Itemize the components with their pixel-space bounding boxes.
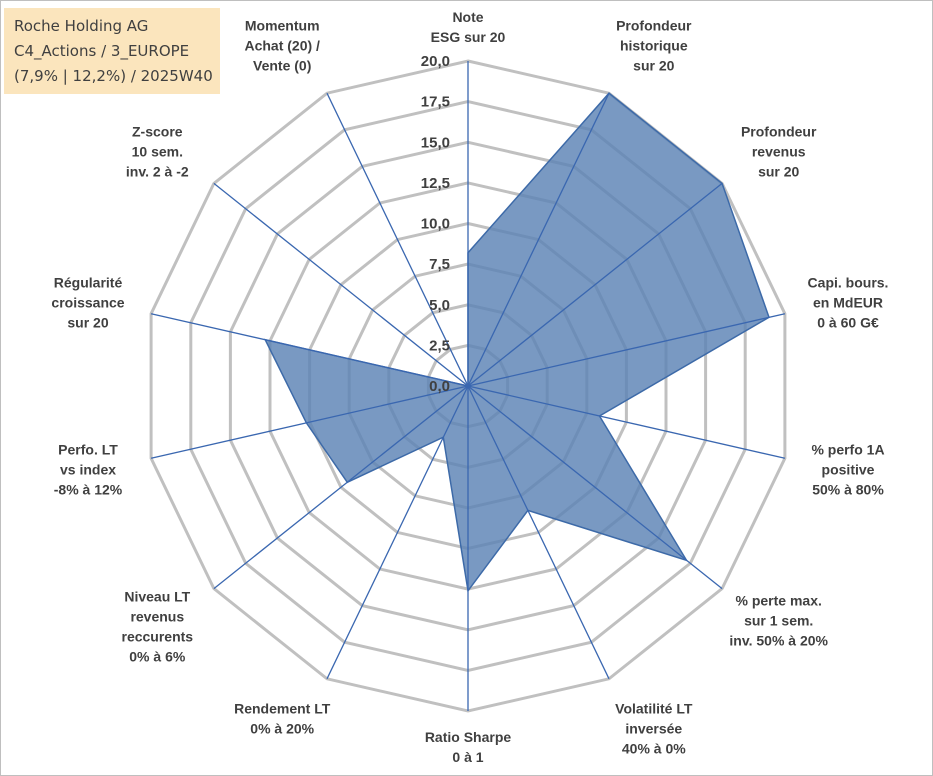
tick-label: 20,0 — [421, 53, 450, 70]
category-label-line: reccurents — [122, 628, 194, 644]
category-label-line: 10 sem. — [132, 143, 183, 159]
tick-label: 17,5 — [421, 94, 450, 111]
category-label-12: Régularité croissance sur 20 — [51, 274, 124, 330]
axis-spoke-9 — [326, 385, 469, 680]
radar-spokes — [150, 61, 786, 711]
category-label-line: ESG sur 20 — [431, 29, 506, 45]
axis-spoke-3 — [467, 182, 723, 387]
category-label-line: Niveau LT — [124, 588, 190, 604]
axis-spoke-13 — [213, 182, 469, 387]
category-label-line: croissance — [51, 294, 124, 310]
category-label-line: 40% à 0% — [622, 740, 686, 756]
category-label-line: revenus — [130, 608, 184, 624]
category-label-9: Rendement LT 0% à 20% — [234, 700, 331, 736]
category-label-line: Profondeur — [616, 18, 692, 34]
category-label-line: revenus — [752, 143, 806, 159]
radar-category-labels: Note ESG sur 20 Profondeur historique sur 20… — [51, 9, 888, 765]
category-label-line: positive — [822, 462, 875, 478]
category-label-line: Z-score — [132, 123, 183, 139]
category-label-line: inv. 50% à 20% — [729, 633, 828, 649]
category-label-line: Vente (0) — [253, 58, 311, 74]
tick-label: 0,0 — [429, 378, 450, 395]
category-label-line: 0% à 6% — [129, 648, 186, 664]
axis-spoke-10 — [213, 385, 469, 590]
title-period: (7,9% | 12,2%) / 2025W40 — [14, 67, 213, 85]
category-label-line: -8% à 12% — [54, 482, 123, 498]
category-label-line: Ratio Sharpe — [425, 729, 512, 745]
category-label-line: Momentum — [245, 18, 320, 34]
category-label-line: sur 20 — [758, 163, 799, 179]
category-label-line: 0% à 20% — [250, 720, 314, 736]
category-label-4: Capi. bours. en MdEUR 0 à 60 G€ — [808, 274, 889, 330]
category-label-line: inversée — [625, 720, 682, 736]
tick-label: 15,0 — [421, 134, 450, 151]
category-label-14: Momentum Achat (20) / Vente (0) — [244, 18, 320, 74]
category-label-line: Capi. bours. — [808, 274, 889, 290]
category-label-line: Volatilité LT — [615, 700, 693, 716]
axis-spoke-2 — [467, 92, 610, 387]
axis-spoke-4 — [467, 313, 786, 387]
category-label-13: Z-score 10 sem. inv. 2 à -2 — [126, 123, 189, 179]
category-label-line: 0 à 60 G€ — [817, 314, 879, 330]
tick-label: 7,5 — [429, 256, 450, 273]
radar-tick-labels: 0,0 2,5 5,0 7,5 10,0 12,5 15,0 17,5 20,0 — [421, 53, 450, 395]
tick-label: 12,5 — [421, 175, 450, 192]
radar-series — [263, 92, 770, 593]
tick-label: 5,0 — [429, 297, 450, 314]
category-label-line: sur 1 sem. — [744, 613, 813, 629]
category-label-10: Niveau LT revenus reccurents 0% à 6% — [122, 588, 194, 664]
category-label-line: sur 20 — [67, 314, 108, 330]
category-label-line: Perfo. LT — [58, 442, 118, 458]
axis-spoke-12 — [150, 313, 469, 387]
axis-spoke-11 — [150, 385, 469, 459]
category-label-line: 50% à 80% — [812, 482, 884, 498]
tick-label: 2,5 — [429, 337, 450, 354]
category-label-line: % perte max. — [736, 593, 822, 609]
category-label-line: historique — [620, 38, 688, 54]
category-label-6: % perte max. sur 1 sem. inv. 50% à 20% — [729, 593, 828, 649]
category-label-line: vs index — [60, 462, 116, 478]
tick-label: 10,0 — [421, 216, 450, 233]
series-polygon-1 — [263, 92, 770, 593]
axis-spoke-7 — [467, 385, 610, 680]
category-label-line: Rendement LT — [234, 700, 331, 716]
category-label-line: inv. 2 à -2 — [126, 163, 189, 179]
axis-spoke-6 — [467, 385, 723, 590]
chart-title-box: Roche Holding AG C4_Actions / 3_EUROPE (… — [4, 8, 220, 94]
title-category: C4_Actions / 3_EUROPE — [14, 42, 190, 60]
category-label-3: Profondeur revenus sur 20 — [741, 123, 817, 179]
category-label-7: Volatilité LT inversée 40% à 0% — [615, 700, 693, 756]
category-label-1: Note ESG sur 20 — [431, 9, 506, 45]
category-label-5: % perfo 1A positive 50% à 80% — [811, 442, 884, 498]
category-label-2: Profondeur historique sur 20 — [616, 18, 692, 74]
category-label-11: Perfo. LT vs index -8% à 12% — [54, 442, 123, 498]
category-label-line: Régularité — [54, 274, 123, 290]
category-label-line: % perfo 1A — [811, 442, 884, 458]
category-label-line: Note — [452, 9, 483, 25]
category-label-line: 0 à 1 — [452, 749, 483, 765]
category-label-line: sur 20 — [633, 58, 674, 74]
category-label-line: en MdEUR — [813, 294, 883, 310]
category-label-line: Achat (20) / — [244, 38, 320, 54]
title-company: Roche Holding AG — [14, 17, 149, 35]
category-label-8: Ratio Sharpe 0 à 1 — [425, 729, 512, 765]
axis-spoke-14 — [326, 92, 469, 387]
category-label-line: Profondeur — [741, 123, 817, 139]
axis-spoke-5 — [467, 385, 786, 459]
